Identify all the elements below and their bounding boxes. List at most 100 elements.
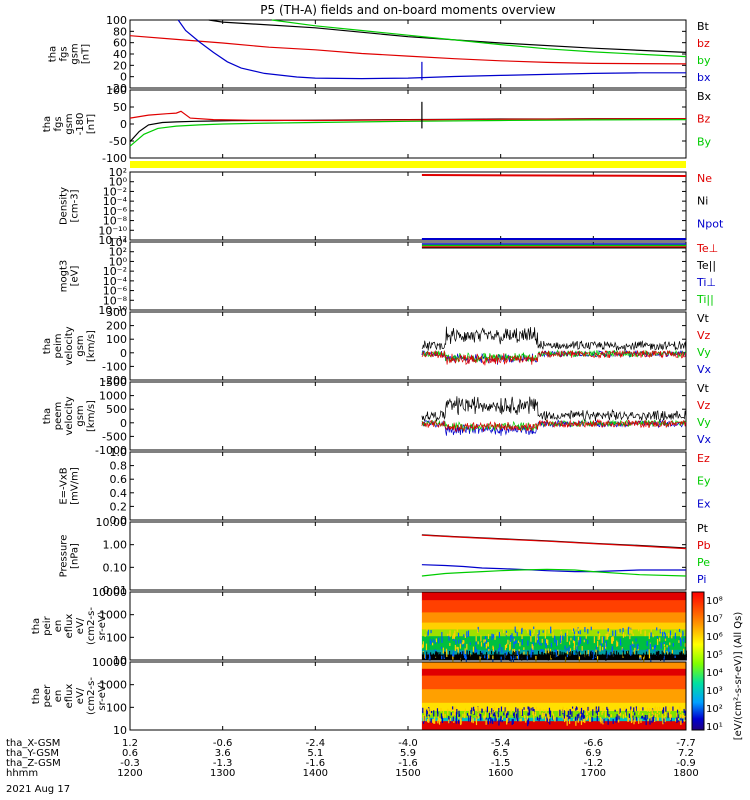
spectrogram-speck [536,716,539,721]
spectrogram-speck [459,643,461,649]
spectrogram-speck [587,639,589,645]
spectrogram-speck [571,711,573,717]
spectrogram-band [421,668,686,677]
spectrogram-speck [437,711,439,717]
series-red [129,110,687,122]
spectrogram-speck [571,626,573,633]
spectrogram-speck [520,653,522,658]
spectrogram-speck [624,712,627,718]
spectrogram-speck [629,627,631,634]
spectrogram-speck [537,640,539,644]
spectrogram-speck [518,651,520,655]
spectrogram-speck [583,715,585,719]
spectrogram-speck [511,719,513,725]
spectrogram-speck [514,640,516,644]
spectrogram-speck [635,706,637,711]
spectrogram-speck [527,712,529,717]
y-tick-label: 10⁻⁸ [103,294,128,307]
spectrogram-speck [657,717,659,721]
spectrogram-speck [666,644,668,648]
spectrogram-speck [658,712,660,715]
spectrogram-speck [542,712,544,720]
spectrogram-speck [671,649,673,656]
spectrogram-speck [438,717,441,725]
spectrogram-speck [645,651,647,658]
spectrogram-speck [569,648,572,653]
spectrogram-speck [633,644,635,648]
y-axis-label: [eV] [70,266,81,287]
spectrogram-speck [583,718,585,722]
spectrogram-speck [593,636,595,644]
legend-ti: Ti|| [696,293,714,306]
spectrogram-speck [577,714,579,717]
spectrogram-speck [541,652,543,657]
spectrogram-speck [485,717,487,722]
spectrogram-speck [550,626,552,634]
x-axis-value: 1500 [395,768,420,779]
spectrogram-speck [520,718,522,722]
spectrogram-speck [545,641,547,648]
spectrogram-speck [650,631,652,637]
spectrogram-speck [441,632,443,637]
spectrogram-speck [556,717,558,722]
spectrogram-speck [598,706,600,712]
spectrogram-speck [464,635,466,638]
spectrogram-speck [656,638,659,642]
spectrogram-speck [461,654,463,660]
x-axis-value: -6.6 [584,738,604,749]
spectrogram-speck [454,710,456,716]
x-axis-value: -1.2 [584,758,604,769]
spectrogram-speck [455,639,457,645]
y-axis-label: E=-VxB [59,467,70,504]
spectrogram-speck [650,652,652,660]
spectrogram-speck [564,653,566,660]
chart-title: P5 (TH-A) fields and on-board moments ov… [260,3,556,17]
x-axis-value: 1.2 [122,738,138,749]
spectrogram-speck [552,652,554,658]
spectrogram-speck [619,628,621,633]
x-axis-value: -1.3 [213,758,233,769]
spectrogram-speck [547,639,549,646]
spectrogram-speck [577,716,579,722]
spectrogram-speck [434,640,436,644]
spectrogram-speck [632,633,634,636]
spectrogram-speck [646,715,648,720]
y-tick-label: 0 [120,71,127,84]
spectrogram-speck [448,715,450,720]
spectrogram-speck [545,628,547,633]
spectrogram-speck [651,717,653,723]
spectrogram-speck [583,639,585,643]
spectrogram-speck [655,651,657,656]
spectrogram-speck [471,716,473,720]
spectrogram-speck [483,639,485,644]
spectrogram-speck [517,654,520,660]
spectrogram-speck [653,645,656,652]
spectrogram-speck [660,654,662,661]
spectrogram-speck [503,628,505,634]
spectrogram-speck [590,626,592,631]
x-axis-row-label: tha_X-GSM [6,738,60,749]
spectrogram-speck [592,652,595,659]
spectrogram-speck [486,654,489,660]
spectrogram-speck [612,653,614,660]
spectrogram-speck [504,707,506,713]
spectrogram-speck [663,649,665,654]
spectrogram-speck [600,643,602,647]
spectrogram-speck [579,630,581,635]
y-axis-label: peim [53,333,64,358]
y-axis-label: fgs [53,116,64,131]
spectrogram-speck [539,708,541,714]
spectrogram-speck [463,634,465,637]
spectrogram-speck [460,639,462,645]
spectrogram-speck [628,713,630,719]
spectrogram-speck [681,712,683,720]
spectrogram-speck [434,718,436,724]
spectrogram-speck [459,652,461,658]
spectrogram-speck [542,649,544,654]
spectrogram-speck [625,709,627,716]
x-axis-value: 1700 [581,768,606,779]
y-tick-label: -50 [109,135,127,148]
spectrogram-speck [680,714,682,719]
spectrogram-speck [633,719,635,725]
spectrogram-speck [557,651,559,655]
